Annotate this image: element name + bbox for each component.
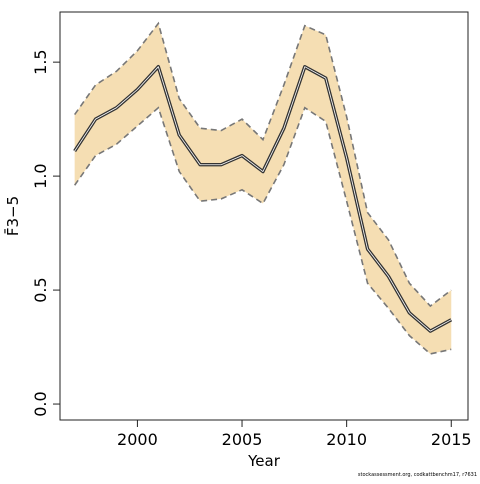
y-axis: 0.0 0.5 1.0 1.5	[31, 49, 61, 417]
x-axis: 2000 2005 2010 2015	[117, 419, 472, 449]
y-tick-label: 0.0	[31, 391, 50, 416]
y-tick-label: 0.5	[31, 277, 50, 302]
y-axis-title: F̄3−5	[3, 196, 22, 236]
x-tick-label: 2000	[117, 430, 158, 449]
estimate-line-inner	[74, 66, 452, 332]
x-tick-label: 2015	[431, 430, 472, 449]
confidence-band-layer	[74, 23, 452, 354]
confidence-band	[74, 23, 452, 354]
y-tick-label: 1.5	[31, 49, 50, 74]
y-tick-label: 1.0	[31, 163, 50, 188]
upper-bound-line	[73, 21, 452, 308]
footer-credit: stockassessment.org, codkattbenchm17, r7…	[357, 472, 477, 478]
x-tick-label: 2005	[222, 430, 263, 449]
x-tick-label: 2010	[326, 430, 367, 449]
x-axis-title: Year	[247, 452, 281, 470]
series-lines-layer	[73, 21, 453, 355]
